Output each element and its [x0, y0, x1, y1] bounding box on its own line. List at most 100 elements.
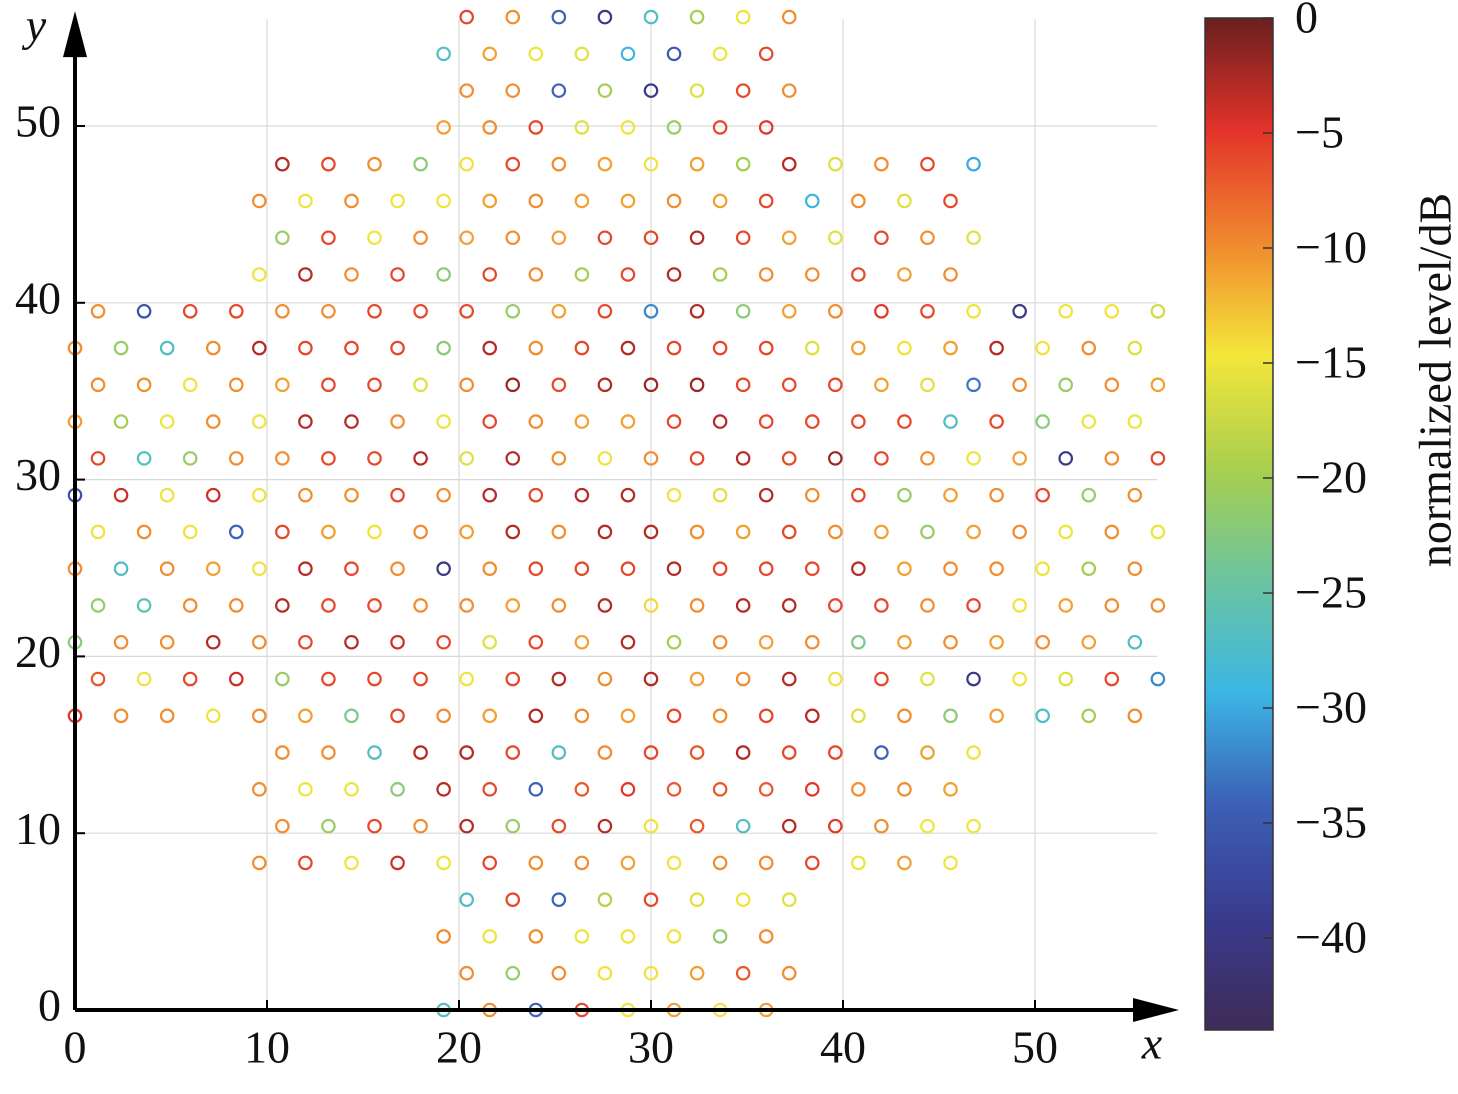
- point: [874, 598, 889, 613]
- point: [113, 561, 129, 577]
- point: [712, 414, 728, 429]
- point: [482, 782, 498, 797]
- point: [804, 855, 820, 871]
- point: [804, 561, 820, 577]
- point: [1012, 671, 1027, 687]
- point: [828, 671, 843, 687]
- point: [136, 303, 152, 319]
- point: [597, 230, 613, 246]
- point: [1035, 634, 1050, 650]
- point: [597, 818, 613, 834]
- point: [367, 451, 382, 466]
- point: [482, 634, 498, 650]
- point: [344, 414, 359, 429]
- point: [804, 414, 820, 429]
- point: [136, 451, 152, 466]
- point: [989, 414, 1004, 429]
- point: [758, 46, 774, 62]
- point: [620, 120, 636, 135]
- x-tick-label: 0: [64, 1022, 87, 1073]
- point: [943, 708, 958, 724]
- point: [712, 634, 728, 650]
- point: [689, 303, 705, 319]
- point: [390, 708, 405, 724]
- point: [874, 377, 889, 393]
- point: [712, 487, 728, 503]
- point: [1104, 303, 1120, 319]
- point: [597, 892, 613, 907]
- point: [551, 598, 567, 613]
- point: [90, 377, 106, 393]
- colorbar-tick-label: −40: [1295, 912, 1367, 963]
- point: [482, 929, 498, 944]
- point: [712, 708, 728, 724]
- point: [505, 598, 521, 613]
- point: [205, 708, 221, 724]
- point: [436, 267, 451, 282]
- point: [758, 340, 774, 356]
- point: [482, 340, 498, 356]
- point: [643, 451, 659, 466]
- y-tick-label: 10: [15, 803, 61, 854]
- point: [574, 414, 590, 429]
- point: [712, 340, 728, 356]
- point: [874, 303, 889, 319]
- point: [920, 745, 935, 760]
- point: [228, 671, 244, 687]
- point: [966, 671, 981, 687]
- point: [781, 303, 797, 319]
- point: [597, 671, 613, 687]
- point: [367, 598, 382, 613]
- point: [735, 598, 751, 613]
- point: [643, 598, 659, 613]
- point: [920, 671, 935, 687]
- point: [459, 377, 474, 393]
- point: [620, 782, 636, 797]
- point: [436, 120, 451, 135]
- point: [252, 634, 267, 650]
- point: [735, 303, 751, 319]
- point: [735, 965, 751, 981]
- point: [482, 46, 498, 62]
- point: [482, 708, 498, 724]
- point: [367, 671, 382, 687]
- grid: [74, 19, 1157, 1011]
- point: [966, 303, 981, 319]
- point: [344, 634, 359, 650]
- point: [482, 487, 498, 503]
- point: [228, 451, 244, 466]
- point: [505, 451, 521, 466]
- point: [344, 340, 359, 356]
- point: [943, 782, 958, 797]
- point: [182, 377, 198, 393]
- point: [804, 782, 820, 797]
- point: [574, 340, 590, 356]
- point: [182, 671, 198, 687]
- point: [943, 414, 958, 429]
- point: [597, 377, 613, 393]
- point: [920, 598, 935, 613]
- point: [205, 561, 221, 577]
- point: [1081, 561, 1097, 577]
- point: [920, 818, 935, 834]
- point: [574, 46, 590, 62]
- point: [413, 818, 428, 834]
- x-tick-label: 40: [820, 1022, 866, 1073]
- point: [689, 83, 705, 98]
- point: [459, 230, 474, 246]
- point: [367, 303, 382, 319]
- point: [413, 156, 428, 172]
- point: [574, 193, 590, 209]
- point: [459, 965, 474, 981]
- point: [321, 818, 336, 834]
- point: [920, 377, 935, 393]
- point: [459, 671, 474, 687]
- point: [551, 671, 567, 687]
- point: [413, 377, 428, 393]
- point: [298, 414, 313, 429]
- point: [874, 745, 889, 760]
- point: [735, 451, 751, 466]
- point: [482, 120, 498, 135]
- point: [758, 782, 774, 797]
- point: [643, 892, 659, 907]
